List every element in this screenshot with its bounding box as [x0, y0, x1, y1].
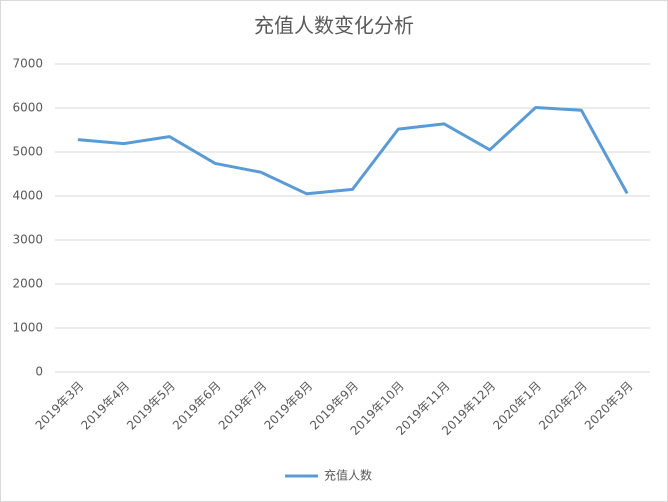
- chart-title: 充值人数变化分析: [254, 14, 414, 38]
- y-tick-label: 4000: [12, 189, 43, 203]
- y-tick-label: 7000: [12, 57, 43, 71]
- line-series: [77, 106, 629, 196]
- y-tick-label: 2000: [12, 277, 43, 291]
- legend-label: 充值人数: [324, 468, 372, 483]
- y-tick-label: 5000: [12, 145, 43, 159]
- y-tick-label: 0: [35, 365, 43, 379]
- y-tick-label: 1000: [12, 321, 43, 335]
- y-tick-label: 3000: [12, 233, 43, 247]
- y-tick-label: 6000: [12, 101, 43, 115]
